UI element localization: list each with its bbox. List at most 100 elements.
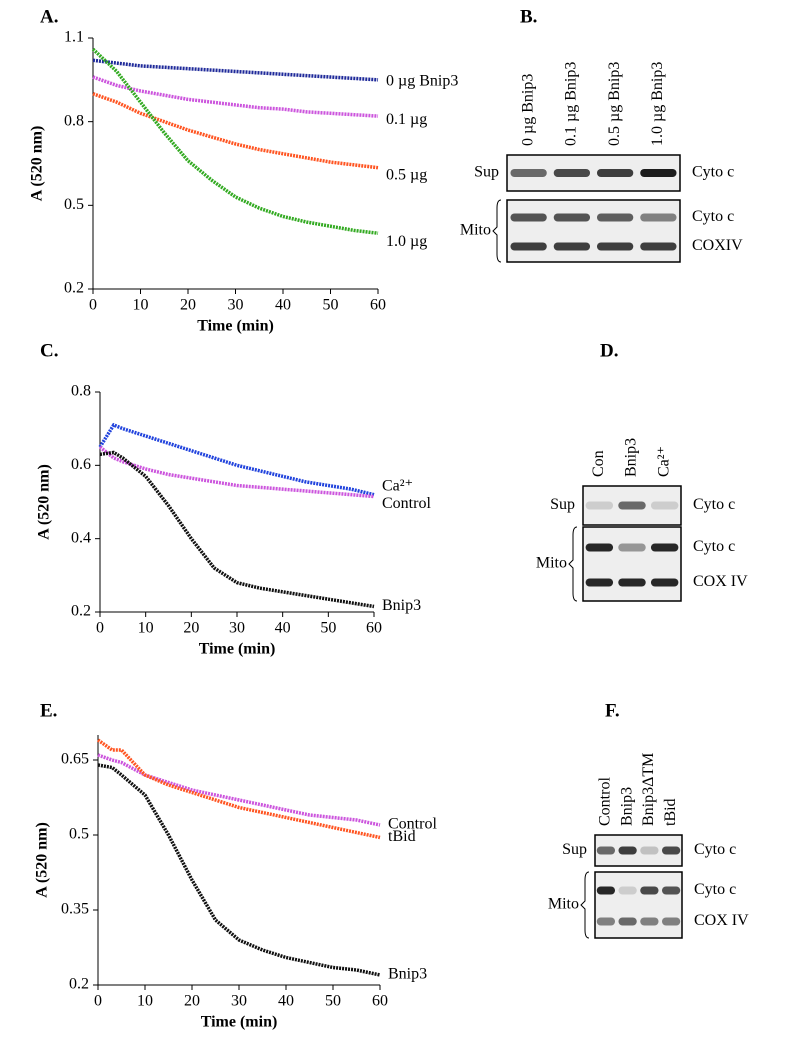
blot-band	[585, 578, 614, 587]
band-label: Cyto c	[693, 538, 735, 555]
blot-band	[596, 846, 616, 855]
data-line	[92, 75, 379, 118]
x-axis-title: Time (min)	[201, 1014, 278, 1031]
y-tick-label: 0.4	[71, 529, 91, 546]
lane-label: Ca²⁺	[655, 446, 672, 477]
x-tick-label: 20	[184, 993, 200, 1010]
row-label: Mito	[536, 555, 567, 572]
y-tick-label: 0.65	[61, 751, 89, 768]
panel-label: A.	[40, 6, 58, 27]
x-tick-label: 60	[370, 297, 386, 314]
series-label: Control	[388, 816, 437, 833]
brace	[580, 871, 590, 939]
lane-label: 0.5 µg Bnip3	[606, 62, 623, 146]
series-label: Control	[382, 495, 431, 512]
y-tick-label: 0.6	[71, 456, 91, 473]
band-label: Cyto c	[692, 208, 734, 225]
blot-band	[596, 242, 634, 251]
blot-band	[661, 886, 681, 895]
y-tick-label: 1.1	[64, 29, 84, 46]
blot-band	[510, 169, 547, 177]
blot-band	[553, 169, 591, 177]
row-label: Sup	[562, 841, 587, 858]
y-axis-title: A (520 nm)	[29, 126, 46, 202]
series-label: Bnip3	[388, 966, 427, 983]
blot-frame	[582, 526, 682, 602]
blot-frame	[594, 871, 683, 939]
blot-band	[618, 917, 637, 926]
x-tick-label: 40	[278, 993, 294, 1010]
series-label: 0.1 µg	[386, 111, 427, 128]
x-tick-label: 30	[229, 620, 245, 637]
band-label: Cyto c	[692, 164, 734, 181]
blot-band	[640, 169, 677, 177]
band-label: COX IV	[694, 912, 749, 929]
data-line	[92, 92, 379, 170]
series-label: 0.5 µg	[386, 166, 427, 183]
lane-label: 0.1 µg Bnip3	[563, 62, 580, 146]
x-tick-label: 20	[180, 297, 196, 314]
blot-band	[596, 169, 634, 177]
x-axis-title: Time (min)	[197, 318, 274, 335]
blot-band	[618, 886, 637, 895]
y-tick-label: 0.5	[69, 826, 89, 843]
y-axis-title: A (520 nm)	[34, 822, 51, 898]
panel-label: F.	[605, 700, 620, 721]
lane-label: Bnip3	[618, 787, 635, 826]
x-tick-label: 10	[138, 620, 154, 637]
series-label: 1.0 µg	[386, 233, 427, 250]
row-label: Mito	[460, 222, 491, 239]
panel-label: E.	[40, 700, 57, 721]
blot-band	[640, 846, 659, 855]
data-line	[98, 445, 375, 499]
x-tick-label: 0	[94, 993, 102, 1010]
x-tick-label: 10	[137, 993, 153, 1010]
blot-band	[510, 213, 547, 222]
series-label: 0 µg Bnip3	[386, 73, 458, 90]
lane-label: Bnip3	[623, 438, 640, 477]
panel-label: B.	[520, 6, 537, 27]
x-axis-title: Time (min)	[199, 641, 276, 658]
series-label: tBid	[388, 828, 416, 845]
x-tick-label: 60	[366, 620, 382, 637]
x-tick-label: 0	[89, 297, 97, 314]
band-label: Cyto c	[694, 881, 736, 898]
blot-band	[650, 543, 679, 552]
x-tick-label: 40	[275, 620, 291, 637]
x-tick-label: 40	[275, 297, 291, 314]
panel-label: C.	[40, 340, 58, 361]
blot-band	[510, 242, 547, 251]
row-label: Sup	[474, 164, 499, 181]
brace	[492, 199, 502, 263]
y-tick-label: 0.35	[61, 901, 89, 918]
y-tick-label: 0.8	[64, 112, 84, 129]
blot-band	[596, 917, 616, 926]
blot-band	[618, 846, 637, 855]
y-tick-label: 0.2	[64, 280, 84, 297]
blot-band	[553, 213, 591, 222]
blot-band	[618, 501, 646, 510]
blot-band	[640, 242, 677, 251]
y-tick-label: 0.2	[71, 603, 91, 620]
band-label: COXIV	[692, 237, 743, 254]
blot-band	[585, 543, 614, 552]
x-tick-label: 50	[325, 993, 341, 1010]
series-label: Bnip3	[382, 597, 421, 614]
lane-label: Bnip3ΔTM	[640, 753, 657, 826]
series-label: Ca²⁺	[382, 477, 413, 494]
lane-label: tBid	[662, 798, 679, 826]
blot-band	[661, 846, 681, 855]
blot-band	[640, 213, 677, 222]
blot-band	[650, 501, 679, 510]
data-line	[98, 422, 375, 497]
y-tick-label: 0.8	[71, 383, 91, 400]
x-tick-label: 0	[96, 620, 104, 637]
band-label: Cyto c	[694, 841, 736, 858]
blot-band	[640, 917, 659, 926]
y-axis-title: A (520 nm)	[36, 464, 53, 540]
blot-band	[661, 917, 681, 926]
data-line	[92, 58, 379, 82]
x-tick-label: 30	[228, 297, 244, 314]
blot-band	[553, 242, 591, 251]
